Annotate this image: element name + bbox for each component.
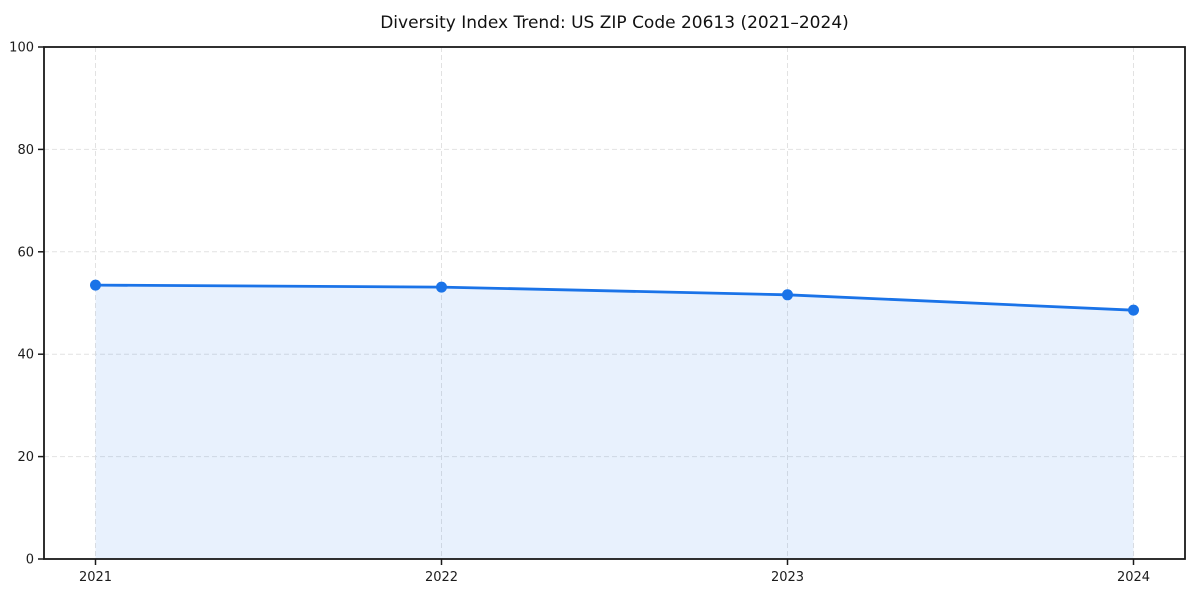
x-tick-label: 2023 xyxy=(771,570,804,585)
data-point-2021 xyxy=(90,279,101,291)
x-tick-label: 2024 xyxy=(1117,570,1150,585)
data-point-2022 xyxy=(436,281,447,293)
data-point-2024 xyxy=(1128,304,1139,316)
data-point-2023 xyxy=(782,289,793,301)
trend-line xyxy=(94,283,1135,312)
chart-title: Diversity Index Trend: US ZIP Code 20613… xyxy=(380,13,849,33)
y-tick-label: 20 xyxy=(17,450,34,465)
x-tick-label: 2021 xyxy=(79,570,112,585)
x-tick-label: 2022 xyxy=(425,570,458,585)
y-tick-label: 0 xyxy=(26,553,34,568)
y-tick-label: 100 xyxy=(9,41,34,56)
area-fill xyxy=(95,285,1134,559)
y-tick-label: 80 xyxy=(17,143,34,158)
plot-border xyxy=(43,46,1186,560)
y-tick-label: 40 xyxy=(17,348,34,363)
y-tick-label: 60 xyxy=(17,245,34,260)
